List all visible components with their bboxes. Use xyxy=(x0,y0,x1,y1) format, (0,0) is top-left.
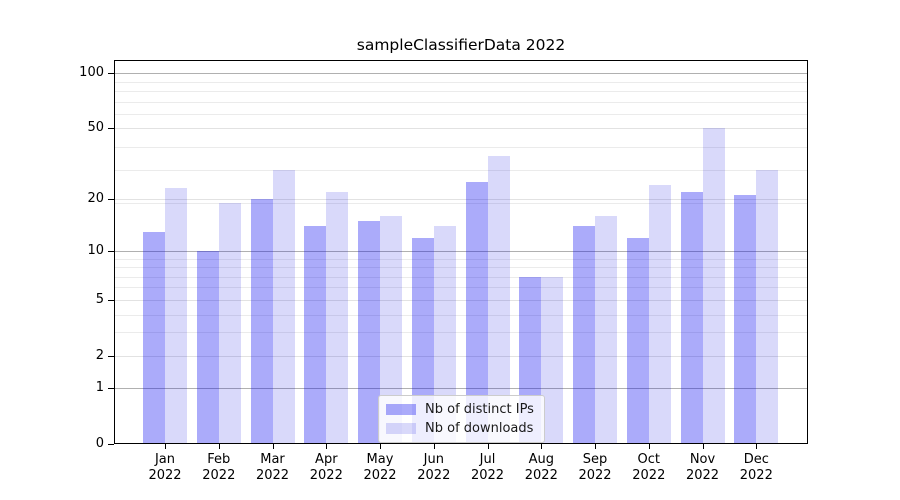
gridline-minor-7 xyxy=(114,276,808,278)
x-tick-aug xyxy=(541,444,543,449)
x-tick-label-mar: Mar 2022 xyxy=(255,452,290,483)
legend: Nb of distinct IPs Nb of downloads xyxy=(378,395,545,443)
legend-item-downloads: Nb of downloads xyxy=(386,419,537,438)
x-tick-jun xyxy=(433,444,435,449)
y-tick-label-100: 100 xyxy=(79,64,104,80)
x-tick-label-jun: Jun 2022 xyxy=(417,452,451,483)
gridline-minor-8 xyxy=(114,267,808,269)
y-tick-100 xyxy=(108,72,114,74)
x-tick-label-dec: Dec 2022 xyxy=(739,452,773,483)
gridline-major-100 xyxy=(114,72,808,74)
bar-oct-nb-of-distinct-ips xyxy=(626,237,649,444)
gridline-minor-59 xyxy=(114,114,808,116)
bar-jul-nb-of-downloads xyxy=(487,155,510,444)
bar-aug-nb-of-downloads xyxy=(541,276,564,444)
x-tick-oct xyxy=(648,444,650,449)
y-tick-10 xyxy=(108,251,114,252)
gridline-major-2 xyxy=(114,355,808,357)
gridline-minor-39 xyxy=(114,147,808,149)
y-tick-label-50: 50 xyxy=(87,119,104,135)
bar-feb-nb-of-downloads xyxy=(218,202,241,444)
gridline-minor-79 xyxy=(114,91,808,93)
bar-jul-nb-of-distinct-ips xyxy=(465,181,488,444)
y-tick-label-5: 5 xyxy=(95,291,104,307)
y-tick-label-1: 1 xyxy=(95,380,104,396)
gridline-major-5 xyxy=(114,299,808,301)
x-tick-label-aug: Aug 2022 xyxy=(524,452,558,483)
x-tick-label-jan: Jan 2022 xyxy=(148,452,182,483)
bar-jan-nb-of-downloads xyxy=(165,188,187,444)
gridline-minor-9 xyxy=(114,258,808,260)
x-tick-jan xyxy=(165,444,166,449)
chart-title: sampleClassifierData 2022 xyxy=(356,36,566,54)
y-tick-label-0: 0 xyxy=(95,436,104,451)
bar-dec-nb-of-distinct-ips xyxy=(734,195,757,444)
x-tick-label-nov: Nov 2022 xyxy=(685,452,720,483)
y-tick-2 xyxy=(108,355,114,357)
x-tick-dec xyxy=(756,444,758,449)
gridline-major-1 xyxy=(114,388,808,390)
bar-apr-nb-of-distinct-ips xyxy=(304,226,327,444)
bar-nov-nb-of-distinct-ips xyxy=(680,191,703,444)
x-tick-may xyxy=(380,444,381,449)
bar-sep-nb-of-distinct-ips xyxy=(573,226,595,444)
bar-jun-nb-of-distinct-ips xyxy=(411,237,434,444)
x-tick-label-jul: Jul 2022 xyxy=(470,452,505,483)
bar-mar-nb-of-distinct-ips xyxy=(250,198,273,444)
x-tick-apr xyxy=(326,444,328,449)
x-tick-nov xyxy=(702,444,704,449)
y-tick-label-20: 20 xyxy=(87,190,104,206)
gridline-minor-29 xyxy=(114,170,808,172)
gridline-minor-4 xyxy=(114,314,808,316)
gridline-major-10 xyxy=(114,251,808,252)
gridline-major-50 xyxy=(114,127,808,129)
x-tick-label-feb: Feb 2022 xyxy=(202,452,236,483)
y-tick-0 xyxy=(108,444,114,445)
bar-apr-nb-of-downloads xyxy=(326,191,349,444)
bar-jun-nb-of-downloads xyxy=(433,226,456,444)
y-tick-1 xyxy=(108,388,114,390)
legend-item-distinct-ips: Nb of distinct IPs xyxy=(386,400,537,419)
gridline-minor-69 xyxy=(114,102,808,103)
x-tick-jul xyxy=(487,444,489,449)
x-tick-sep xyxy=(595,444,596,449)
bar-nov-nb-of-downloads xyxy=(702,127,725,444)
gridline-minor-3 xyxy=(114,332,808,334)
bar-sep-nb-of-downloads xyxy=(595,216,617,444)
x-tick-label-may: May 2022 xyxy=(363,452,397,483)
gridline-minor-6 xyxy=(114,287,808,289)
y-tick-20 xyxy=(108,198,114,200)
y-tick-50 xyxy=(108,127,114,129)
bar-dec-nb-of-downloads xyxy=(756,170,779,444)
gridline-minor-89 xyxy=(114,81,808,83)
gridline-major-20 xyxy=(114,198,808,200)
x-tick-mar xyxy=(272,444,274,449)
legend-label-downloads: Nb of downloads xyxy=(425,421,534,436)
x-tick-label-apr: Apr 2022 xyxy=(309,452,343,483)
legend-label-distinct-ips: Nb of distinct IPs xyxy=(425,402,534,417)
y-tick-label-2: 2 xyxy=(95,347,104,363)
bar-jan-nb-of-distinct-ips xyxy=(143,231,165,444)
legend-swatch-downloads xyxy=(386,423,416,434)
legend-swatch-distinct-ips xyxy=(386,404,416,415)
bar-feb-nb-of-distinct-ips xyxy=(196,251,219,444)
x-tick-label-oct: Oct 2022 xyxy=(632,452,666,483)
bar-may-nb-of-distinct-ips xyxy=(358,220,380,444)
bar-mar-nb-of-downloads xyxy=(272,170,295,444)
x-tick-feb xyxy=(218,444,220,449)
gridline-minor-19 xyxy=(114,202,808,204)
y-tick-5 xyxy=(108,299,114,301)
y-tick-label-10: 10 xyxy=(87,243,104,258)
x-tick-label-sep: Sep 2022 xyxy=(578,452,612,483)
bar-may-nb-of-downloads xyxy=(380,216,402,444)
bar-oct-nb-of-downloads xyxy=(648,184,671,444)
